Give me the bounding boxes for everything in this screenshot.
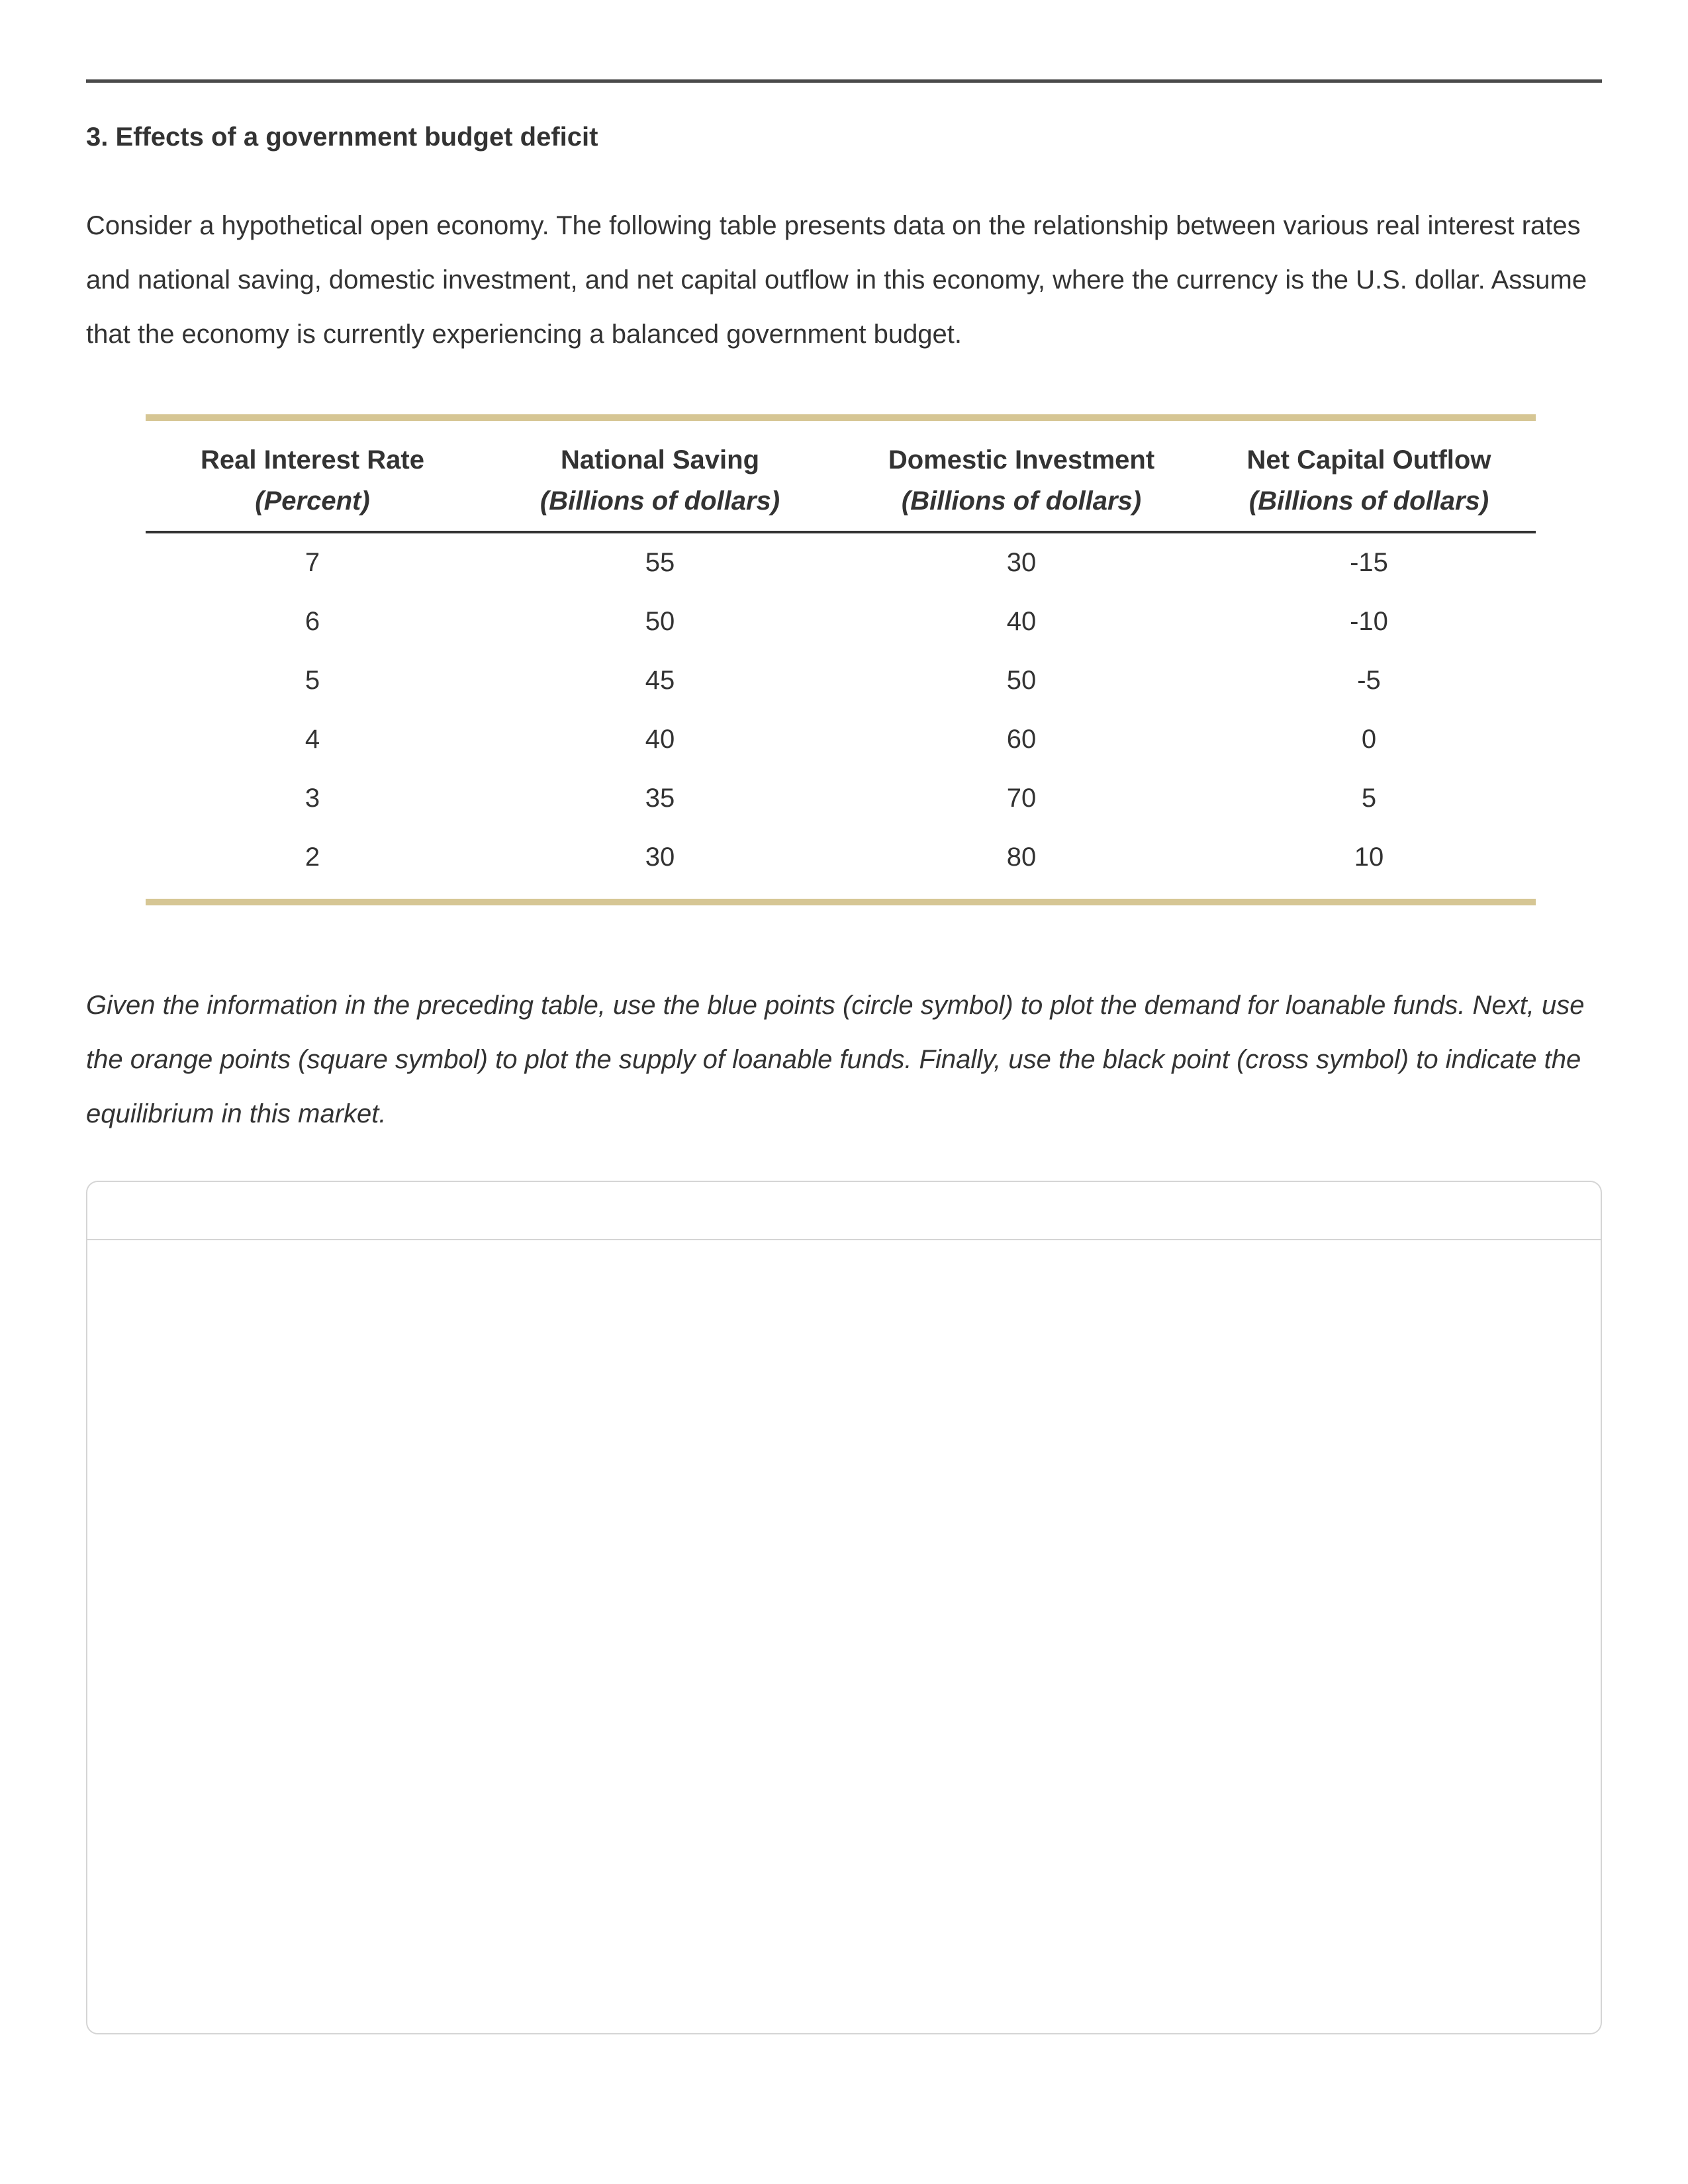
cell: 30	[841, 532, 1202, 592]
cell: 35	[479, 769, 841, 828]
col-label: Net Capital Outflow	[1247, 445, 1491, 475]
cell: 10	[1202, 828, 1536, 899]
cell: 50	[841, 651, 1202, 710]
cell: 45	[479, 651, 841, 710]
cell: 70	[841, 769, 1202, 828]
col-header-saving: National Saving (Billions of dollars)	[479, 421, 841, 532]
col-unit: (Billions of dollars)	[492, 480, 827, 531]
cell: 2	[146, 828, 479, 899]
cell: 5	[1202, 769, 1536, 828]
table-row: 2 30 80 10	[146, 828, 1536, 899]
table-bottom-accent	[146, 899, 1536, 905]
col-header-investment: Domestic Investment (Billions of dollars…	[841, 421, 1202, 532]
col-unit: (Billions of dollars)	[854, 480, 1189, 531]
table-row: 7 55 30 -15	[146, 532, 1536, 592]
cell: -5	[1202, 651, 1536, 710]
data-table-container: Real Interest Rate (Percent) National Sa…	[146, 414, 1536, 905]
chart-placeholder-box[interactable]	[86, 1181, 1602, 2034]
top-horizontal-rule	[86, 79, 1602, 83]
page: 3. Effects of a government budget defici…	[0, 0, 1688, 2184]
cell: 3	[146, 769, 479, 828]
cell: 55	[479, 532, 841, 592]
data-table: Real Interest Rate (Percent) National Sa…	[146, 421, 1536, 899]
table-row: 5 45 50 -5	[146, 651, 1536, 710]
cell: 40	[841, 592, 1202, 651]
cell: 6	[146, 592, 479, 651]
cell: 80	[841, 828, 1202, 899]
cell: 40	[479, 710, 841, 769]
col-label: Real Interest Rate	[201, 445, 424, 475]
cell: -10	[1202, 592, 1536, 651]
table-row: 4 40 60 0	[146, 710, 1536, 769]
table-row: 6 50 40 -10	[146, 592, 1536, 651]
table-header-row: Real Interest Rate (Percent) National Sa…	[146, 421, 1536, 532]
table-top-accent	[146, 414, 1536, 421]
cell: -15	[1202, 532, 1536, 592]
chart-box-inner-rule	[87, 1239, 1601, 1240]
col-unit: (Percent)	[159, 480, 466, 531]
question-title: 3. Effects of a government budget defici…	[86, 122, 1602, 152]
cell: 50	[479, 592, 841, 651]
cell: 4	[146, 710, 479, 769]
cell: 60	[841, 710, 1202, 769]
cell: 5	[146, 651, 479, 710]
col-header-nco: Net Capital Outflow (Billions of dollars…	[1202, 421, 1536, 532]
table-body: 7 55 30 -15 6 50 40 -10 5 45 50 -5	[146, 532, 1536, 899]
table-row: 3 35 70 5	[146, 769, 1536, 828]
plot-instructions: Given the information in the preceding t…	[86, 978, 1602, 1141]
col-unit: (Billions of dollars)	[1215, 480, 1523, 531]
intro-paragraph: Consider a hypothetical open economy. Th…	[86, 199, 1602, 361]
cell: 7	[146, 532, 479, 592]
cell: 0	[1202, 710, 1536, 769]
col-header-rate: Real Interest Rate (Percent)	[146, 421, 479, 532]
cell: 30	[479, 828, 841, 899]
col-label: Domestic Investment	[888, 445, 1154, 475]
col-label: National Saving	[561, 445, 759, 475]
